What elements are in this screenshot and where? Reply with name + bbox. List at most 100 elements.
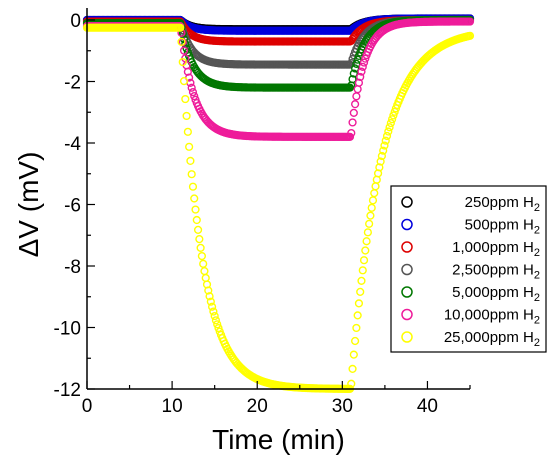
x-axis-title: Time (min) [212, 424, 345, 455]
data-point [368, 196, 378, 205]
x-tick-label: 20 [247, 396, 268, 417]
data-point [389, 111, 398, 120]
data-point [191, 205, 200, 214]
legend-box [390, 185, 547, 353]
data-point [358, 266, 367, 275]
y-tick-label: -4 [64, 134, 81, 155]
legend-label: 500ppm H2 [465, 217, 540, 237]
data-point [190, 92, 199, 101]
y-tick-label: 0 [70, 11, 81, 32]
data-point [352, 92, 361, 101]
data-point [208, 302, 217, 311]
data-point [193, 225, 203, 234]
legend-label: 25,000ppm H2 [444, 329, 540, 349]
data-point [182, 111, 191, 121]
data-point [201, 273, 210, 283]
data-point [352, 59, 361, 68]
data-point [361, 54, 370, 63]
data-point [375, 163, 384, 172]
data-point [354, 299, 364, 308]
data-point [381, 136, 390, 145]
data-point [214, 323, 223, 333]
data-point [178, 57, 187, 67]
data-point [382, 131, 392, 141]
y-axis-title: ΔV (mV) [13, 152, 44, 258]
data-point [371, 182, 380, 191]
legend-marker [401, 241, 413, 253]
legend-marker [401, 196, 413, 208]
data-point [362, 237, 371, 246]
data-point [183, 127, 192, 136]
series-6 [82, 23, 475, 393]
data-point [465, 17, 475, 26]
data-point [367, 203, 376, 212]
data-point [186, 156, 195, 166]
data-point [195, 235, 204, 244]
data-point [197, 251, 207, 261]
y-tick-label: -6 [64, 196, 81, 217]
data-point [380, 141, 389, 150]
data-point [377, 151, 387, 161]
data-point [351, 100, 360, 109]
data-point [183, 67, 192, 76]
legend-label: 1,000ppm H2 [452, 239, 540, 259]
data-point [357, 276, 366, 285]
data-point [348, 364, 357, 374]
legend-marker [401, 263, 413, 276]
data-point [354, 78, 364, 87]
data-point [179, 46, 189, 55]
series-5 [82, 17, 475, 141]
data-point [199, 259, 208, 268]
data-point [192, 215, 201, 225]
legend-label: 5,000ppm H2 [452, 284, 540, 304]
data-point [176, 23, 185, 32]
x-tick-label: 10 [162, 396, 183, 417]
data-point [348, 75, 357, 84]
data-point [385, 123, 394, 132]
legend-marker [401, 218, 413, 231]
legend-label: 2,500ppm H2 [452, 262, 540, 282]
data-point [200, 267, 209, 276]
data-point [181, 94, 190, 104]
data-point [347, 128, 356, 138]
data-point [347, 379, 356, 388]
legend-marker [401, 331, 413, 343]
data-point [384, 127, 393, 136]
x-tick-label: 30 [332, 396, 353, 417]
data-point [196, 243, 205, 252]
data-point [349, 69, 358, 78]
x-tick-label: 40 [417, 396, 438, 417]
data-point [357, 67, 366, 76]
data-point [465, 31, 475, 40]
legend-marker [401, 286, 413, 298]
legend-marker [401, 308, 413, 321]
data-point [363, 228, 372, 237]
data-point [188, 182, 198, 191]
data-point [345, 132, 355, 141]
data-point [358, 62, 367, 71]
data-point [209, 307, 218, 316]
data-point [365, 219, 374, 228]
data-point [351, 64, 360, 73]
data-point [388, 115, 397, 124]
data-point [206, 297, 215, 306]
data-point [349, 350, 358, 359]
data-point [205, 292, 214, 301]
data-point [353, 85, 362, 94]
data-point [204, 286, 213, 295]
data-point [213, 320, 222, 329]
data-point [179, 77, 189, 86]
data-point [386, 119, 395, 128]
data-point [376, 157, 385, 166]
legend-label: 250ppm H2 [465, 194, 540, 214]
data-point [356, 72, 365, 82]
y-tick-label: -2 [64, 73, 81, 94]
data-point [211, 316, 221, 325]
data-point [353, 55, 362, 64]
data-point [188, 88, 198, 97]
y-tick-label: -12 [54, 380, 81, 401]
data-point [361, 246, 370, 255]
data-point [185, 142, 194, 151]
legend-label: 10,000ppm H2 [444, 307, 540, 327]
